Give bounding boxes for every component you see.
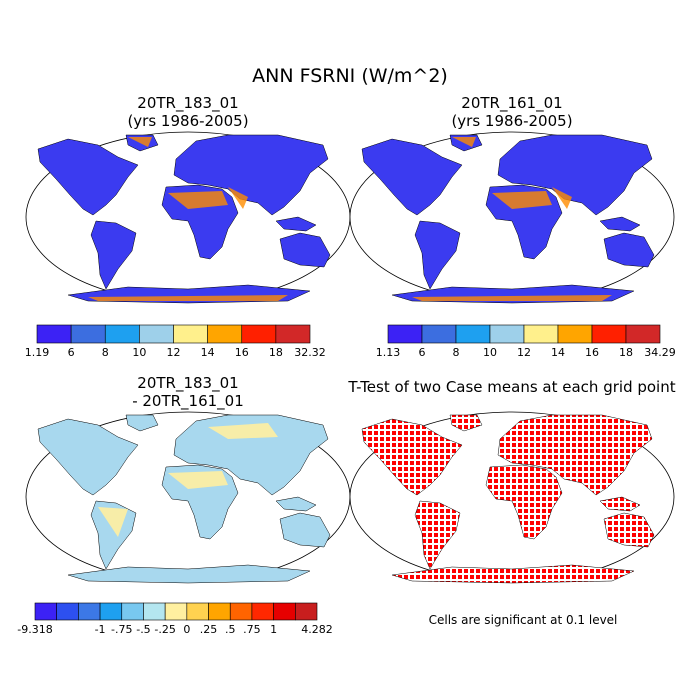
colorbar-label: 6 (419, 346, 426, 359)
color-swatch (251, 602, 274, 621)
colorbar-label: 1.13 (376, 346, 401, 359)
colorbar-label: -.75 (111, 623, 132, 636)
color-swatch (241, 324, 277, 344)
color-swatch (164, 602, 188, 621)
color-swatch (387, 324, 423, 344)
colorbar-label: 1 (270, 623, 277, 636)
panel-title: 20TR_161_01 (461, 94, 562, 113)
color-swatch (78, 602, 101, 621)
map (349, 411, 675, 584)
colorbar-label: 8 (102, 346, 109, 359)
panel-title: (yrs 1986-2005) (127, 112, 248, 130)
color-swatch (99, 602, 123, 621)
panel-title: 20TR_183_01 (137, 374, 238, 393)
color-swatch (295, 602, 318, 621)
colorbar-label: .25 (200, 623, 218, 636)
panel-title: (yrs 1986-2005) (451, 112, 572, 130)
figure-title: ANN FSRNI (W/m^2) (252, 65, 448, 87)
color-swatch (421, 324, 457, 344)
colorbar-label: 32.32 (294, 346, 326, 359)
colorbar-label: .5 (225, 623, 236, 636)
colorbar-label: 12 (167, 346, 181, 359)
map (25, 131, 351, 304)
colorbar-label: -.5 (136, 623, 150, 636)
color-swatch (207, 324, 243, 344)
colorbar-label: 1.19 (25, 346, 50, 359)
color-swatch (36, 324, 72, 344)
colorbar-label: 4.282 (301, 623, 333, 636)
colorbar-label: .75 (243, 623, 261, 636)
panel-title: 20TR_183_01 (137, 94, 238, 113)
colorbar-label: 6 (68, 346, 75, 359)
color-swatch (121, 602, 144, 621)
map (25, 411, 351, 584)
color-swatch (557, 324, 593, 344)
color-swatch (273, 602, 296, 621)
colorbar-label: 12 (517, 346, 531, 359)
colorbar-label: -1 (95, 623, 106, 636)
colorbar-label: 10 (132, 346, 146, 359)
map (349, 131, 675, 304)
color-swatch (275, 324, 311, 344)
panel-title: T-Test of two Case means at each grid po… (347, 378, 675, 396)
color-swatch (186, 602, 209, 621)
colorbar-label: 14 (201, 346, 215, 359)
colorbar-label: 0 (183, 623, 190, 636)
color-swatch (173, 324, 208, 344)
color-swatch (591, 324, 627, 344)
color-swatch (56, 602, 79, 621)
colorbar-label: 18 (619, 346, 633, 359)
color-swatch (34, 602, 57, 621)
color-swatch (455, 324, 491, 344)
note: Cells are significant at 0.1 level (429, 613, 618, 627)
color-swatch (489, 324, 525, 344)
color-swatch (104, 324, 140, 344)
colorbar-label: 14 (551, 346, 565, 359)
color-swatch (625, 324, 661, 344)
panel-title: - 20TR_161_01 (132, 392, 244, 411)
colorbar-label: 8 (453, 346, 460, 359)
colorbar-label: 16 (585, 346, 599, 359)
color-swatch (523, 324, 559, 344)
color-swatch (139, 324, 174, 344)
colorbar-label: 18 (269, 346, 283, 359)
colorbar-label: 16 (235, 346, 249, 359)
colorbar-label: -9.318 (17, 623, 52, 636)
color-swatch (208, 602, 231, 621)
color-swatch (70, 324, 106, 344)
colorbar-label: -.25 (154, 623, 175, 636)
color-swatch (229, 602, 253, 621)
colorbar-label: 34.29 (644, 346, 676, 359)
color-swatch (143, 602, 166, 621)
colorbar-label: 10 (483, 346, 497, 359)
